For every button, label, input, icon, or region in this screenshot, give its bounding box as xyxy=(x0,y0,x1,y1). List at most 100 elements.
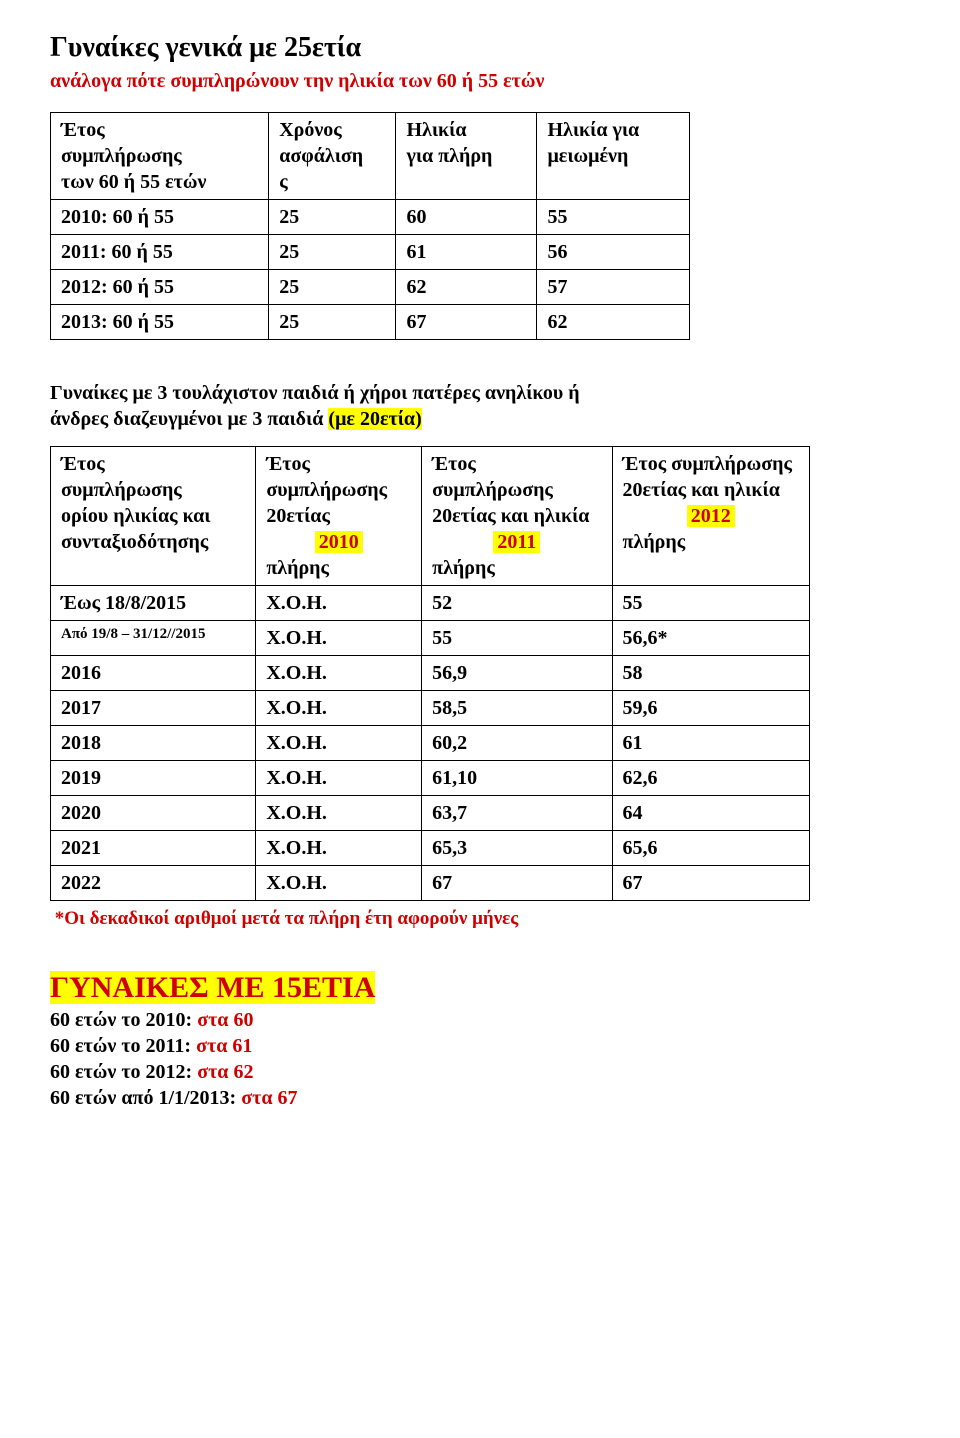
t2h3-year: 2011 xyxy=(432,529,601,555)
bottom-line: 60 ετών το 2010: στα 60 xyxy=(50,1007,910,1033)
table-2-cell: 2018 xyxy=(51,726,256,761)
t1-h2-l2: ασφάλιση xyxy=(279,143,385,169)
table-2-cell: X.O.H. xyxy=(256,831,422,866)
table-2-cell: X.O.H. xyxy=(256,796,422,831)
table-2-cell: 63,7 xyxy=(422,796,612,831)
table-1-cell: 62 xyxy=(396,270,537,305)
t2h1-l1: Έτος xyxy=(61,451,245,477)
table-1-cell: 25 xyxy=(269,200,396,235)
table-1-cell: 55 xyxy=(537,200,690,235)
table-2-row: 2022X.O.H.6767 xyxy=(51,866,810,901)
table-1-header-row: Έτος συμπλήρωσης των 60 ή 55 ετών Χρόνος… xyxy=(51,113,690,200)
page-title: Γυναίκες γενικά με 25ετία xyxy=(50,30,910,66)
table-2-cell: 67 xyxy=(422,866,612,901)
t2h3-l5: πλήρης xyxy=(432,555,601,581)
table-2-cell: 56,9 xyxy=(422,656,612,691)
t2h1-l2: συμπλήρωσης xyxy=(61,477,245,503)
t2h2-l2: συμπλήρωσης xyxy=(266,477,411,503)
t2h4-year-val: 2012 xyxy=(687,505,735,527)
table-2-cell: 61 xyxy=(612,726,809,761)
table-2: Έτος συμπλήρωσης ορίου ηλικίας και συντα… xyxy=(50,446,810,901)
bottom-line: 60 ετών από 1/1/2013: στα 67 xyxy=(50,1085,910,1111)
t2-h4: Έτος συμπλήρωσης 20ετίας και ηλικία 2012… xyxy=(612,447,809,586)
t2-h3: Έτος συμπλήρωσης 20ετίας και ηλικία 2011… xyxy=(422,447,612,586)
table-2-row: 2018X.O.H.60,261 xyxy=(51,726,810,761)
footnote-text: Οι δεκαδικοί αριθμοί μετά τα πλήρη έτη α… xyxy=(64,908,518,929)
table-2-cell: X.O.H. xyxy=(256,761,422,796)
table-2-cell: 52 xyxy=(422,586,612,621)
bottom-line-black: 60 ετών το 2011: xyxy=(50,1035,196,1057)
bottom-line: 60 ετών το 2012: στα 62 xyxy=(50,1059,910,1085)
table-1-row: 2012: 60 ή 55256257 xyxy=(51,270,690,305)
t2h2-year: 2010 xyxy=(266,529,411,555)
mid-l2b: (με 20ετία) xyxy=(328,408,421,430)
t1-h3: Ηλικία για πλήρη xyxy=(396,113,537,200)
table-2-cell: 61,10 xyxy=(422,761,612,796)
mid-heading: Γυναίκες με 3 τουλάχιστον παιδιά ή χήροι… xyxy=(50,380,910,432)
table-2-header-row: Έτος συμπλήρωσης ορίου ηλικίας και συντα… xyxy=(51,447,810,586)
table-1-cell: 57 xyxy=(537,270,690,305)
t2h4-l4: πλήρης xyxy=(623,529,799,555)
table-1-row: 2011: 60 ή 55256156 xyxy=(51,235,690,270)
table-2-cell: X.O.H. xyxy=(256,691,422,726)
table-2-cell: X.O.H. xyxy=(256,866,422,901)
t2-h2: Έτος συμπλήρωσης 20ετίας 2010 πλήρης xyxy=(256,447,422,586)
table-1-cell: 25 xyxy=(269,305,396,340)
table-2-row: 2019X.O.H.61,1062,6 xyxy=(51,761,810,796)
footnote: *Οι δεκαδικοί αριθμοί μετά τα πλήρη έτη … xyxy=(50,907,910,932)
bottom-line-red: στα 61 xyxy=(196,1035,252,1057)
table-1-cell: 2011: 60 ή 55 xyxy=(51,235,269,270)
t1-h1: Έτος συμπλήρωσης των 60 ή 55 ετών xyxy=(51,113,269,200)
t2h1-l4: συνταξιοδότησης xyxy=(61,529,245,555)
t2h3-year-val: 2011 xyxy=(493,531,540,553)
t1-h2-l3: ς xyxy=(279,169,385,195)
table-2-cell: 59,6 xyxy=(612,691,809,726)
table-1-row: 2010: 60 ή 55256055 xyxy=(51,200,690,235)
table-2-cell: 58,5 xyxy=(422,691,612,726)
bottom-line-black: 60 ετών το 2010: xyxy=(50,1009,197,1031)
table-2-cell: 67 xyxy=(612,866,809,901)
t2h4-l2: 20ετίας και ηλικία xyxy=(623,477,799,503)
table-2-cell: 62,6 xyxy=(612,761,809,796)
table-1-row: 2013: 60 ή 55256762 xyxy=(51,305,690,340)
t2h3-l3: 20ετίας και ηλικία xyxy=(432,503,601,529)
bottom-title-text: ΓΥΝΑΙΚΕΣ ΜΕ 15ΕΤΙΑ xyxy=(50,971,375,1004)
bottom-title: ΓΥΝΑΙΚΕΣ ΜΕ 15ΕΤΙΑ xyxy=(50,968,910,1007)
t2h2-year-val: 2010 xyxy=(315,531,363,553)
table-1-cell: 60 xyxy=(396,200,537,235)
table-2-cell: 2022 xyxy=(51,866,256,901)
table-2-row: 2020X.O.H.63,764 xyxy=(51,796,810,831)
bottom-line-red: στα 62 xyxy=(197,1061,253,1083)
table-2-cell: 64 xyxy=(612,796,809,831)
t1-h3-l1: Ηλικία xyxy=(406,117,526,143)
table-2-cell: 2020 xyxy=(51,796,256,831)
table-2-cell: 58 xyxy=(612,656,809,691)
t1-h4: Ηλικία για μειωμένη xyxy=(537,113,690,200)
table-1-cell: 56 xyxy=(537,235,690,270)
table-2-cell: 56,6* xyxy=(612,621,809,656)
table-2-row: Έως 18/8/2015X.O.H.5255 xyxy=(51,586,810,621)
table-1-cell: 2010: 60 ή 55 xyxy=(51,200,269,235)
page-subtitle: ανάλογα πότε συμπληρώνουν την ηλικία των… xyxy=(50,68,910,94)
t2h2-l5: πλήρης xyxy=(266,555,411,581)
t2h4-year: 2012 xyxy=(623,503,799,529)
t2h3-l2: συμπλήρωσης xyxy=(432,477,601,503)
table-2-cell: 2021 xyxy=(51,831,256,866)
table-1-cell: 2012: 60 ή 55 xyxy=(51,270,269,305)
table-1-cell: 25 xyxy=(269,235,396,270)
table-2-cell: X.O.H. xyxy=(256,586,422,621)
table-2-row: 2017X.O.H.58,559,6 xyxy=(51,691,810,726)
table-2-cell: 55 xyxy=(422,621,612,656)
t1-h4-l1: Ηλικία για xyxy=(547,117,679,143)
table-1: Έτος συμπλήρωσης των 60 ή 55 ετών Χρόνος… xyxy=(50,112,690,340)
table-1-cell: 25 xyxy=(269,270,396,305)
table-2-cell: X.O.H. xyxy=(256,656,422,691)
table-2-row: Από 19/8 – 31/12//2015X.O.H.5556,6* xyxy=(51,621,810,656)
table-1-cell: 61 xyxy=(396,235,537,270)
t1-h1-l1: Έτος xyxy=(61,117,258,143)
table-2-cell: Από 19/8 – 31/12//2015 xyxy=(51,621,256,656)
table-2-cell: 65,3 xyxy=(422,831,612,866)
bottom-line-black: 60 ετών το 2012: xyxy=(50,1061,197,1083)
t2h2-l1: Έτος xyxy=(266,451,411,477)
table-1-cell: 2013: 60 ή 55 xyxy=(51,305,269,340)
